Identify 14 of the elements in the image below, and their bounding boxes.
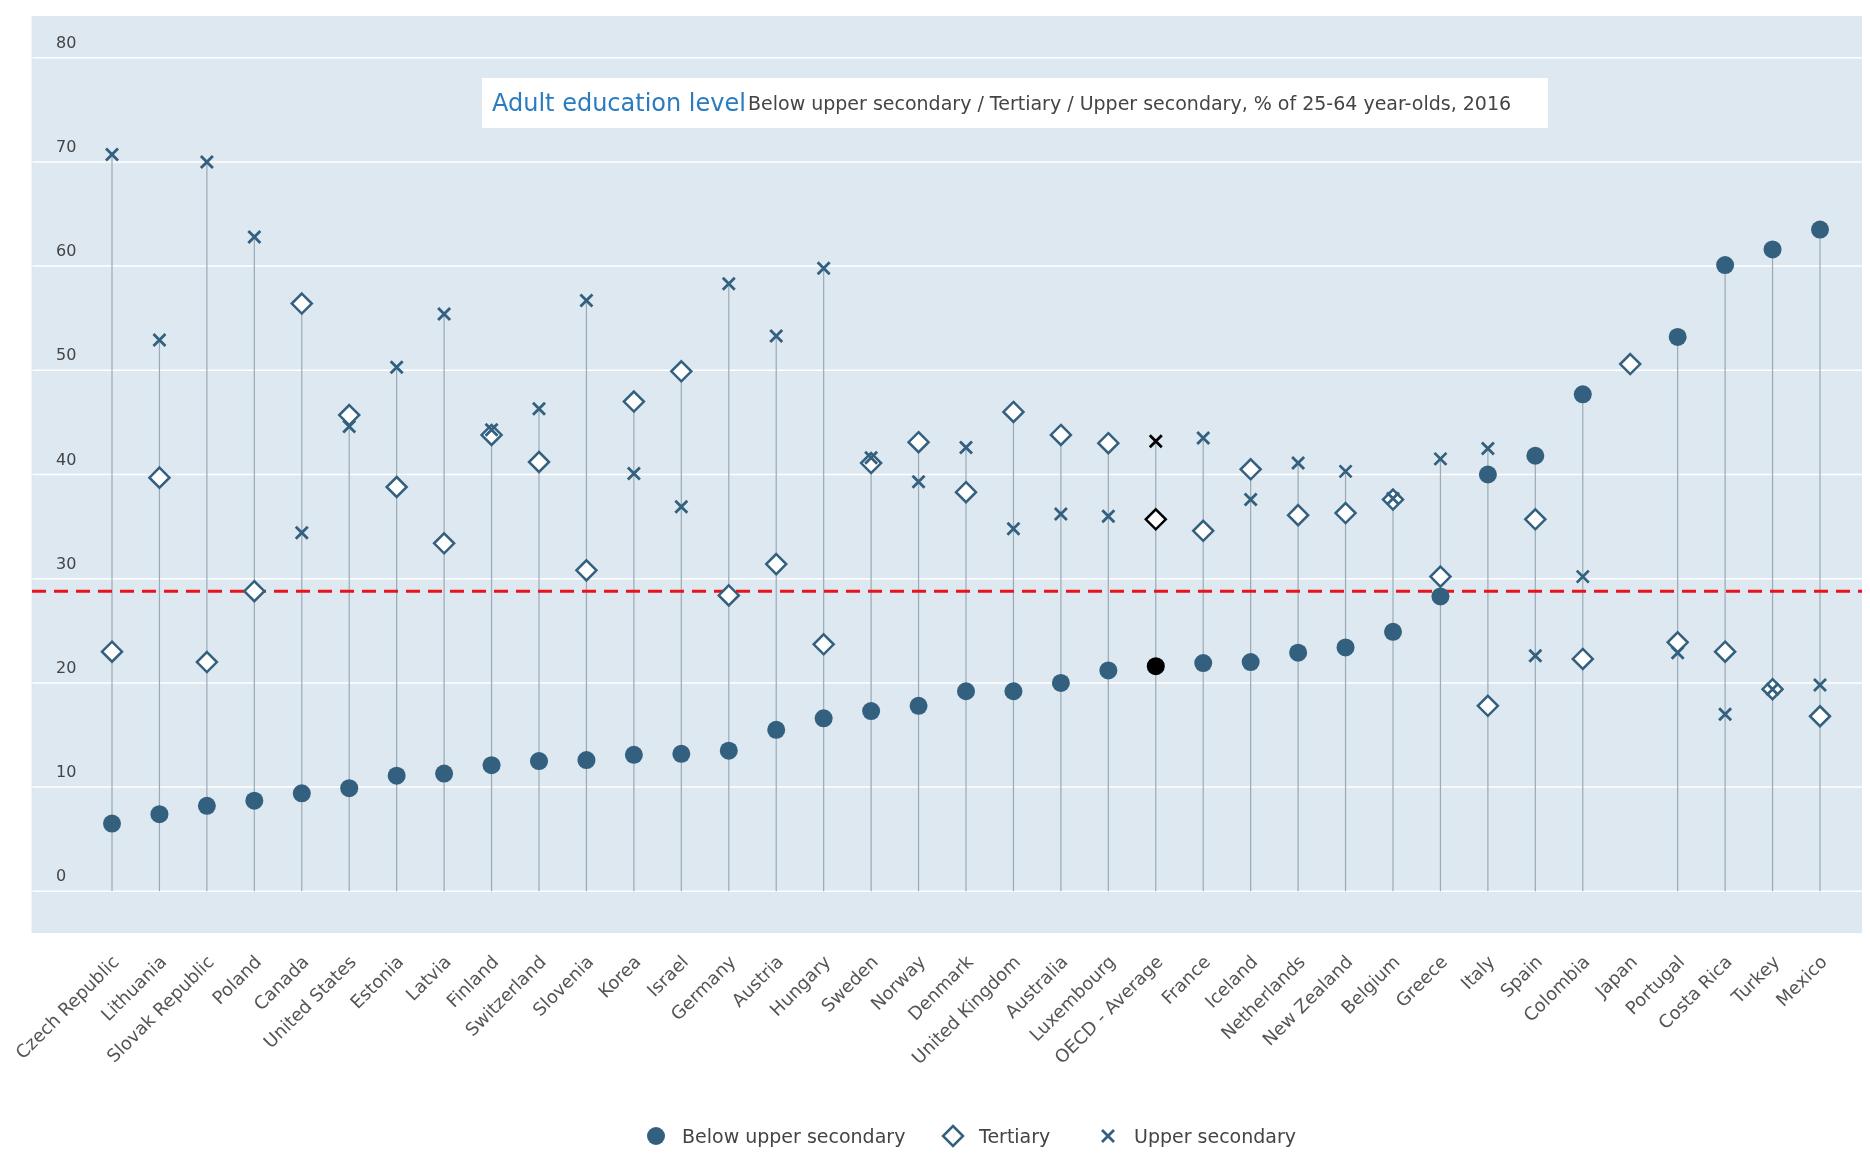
text: Below upper secondary / Tertiary / Upper secondary, % of 25-64 year-olds, 2016	[748, 92, 1512, 114]
y-tick-label: 60	[56, 241, 77, 261]
y-tick-label: 20	[56, 657, 77, 677]
y-tick-label: 80	[56, 32, 77, 52]
legend-label: Upper secondary	[1134, 1125, 1297, 1147]
y-tick-label: 50	[56, 345, 77, 365]
y-tick-label: 10	[56, 762, 77, 782]
legend-label: Below upper secondary	[682, 1125, 906, 1147]
y-tick-label: 30	[56, 553, 77, 573]
legend-label: Tertiary	[978, 1125, 1051, 1147]
y-tick-label: 40	[56, 449, 77, 469]
y-tick-label: 70	[56, 136, 77, 156]
text: Adult education level	[492, 89, 746, 117]
y-tick-label: 0	[56, 866, 67, 886]
